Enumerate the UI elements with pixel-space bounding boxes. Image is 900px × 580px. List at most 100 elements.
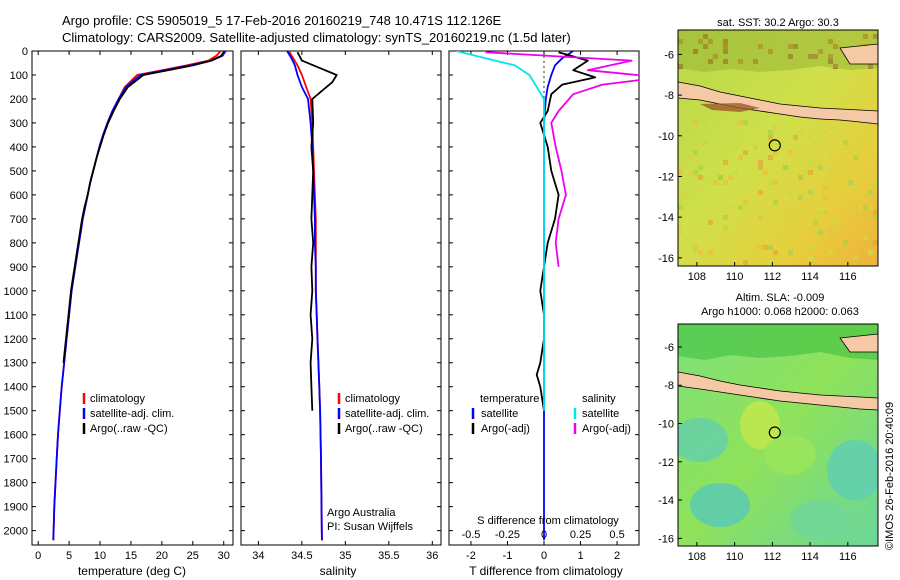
sst-cell (853, 255, 858, 260)
sst-cell (743, 260, 748, 265)
sst-cell (843, 240, 848, 245)
argo-float-marker (768, 139, 781, 152)
sst-cell (773, 180, 778, 185)
legend-argo-label: Argo(..raw -QC) (90, 423, 168, 435)
sst-cell (693, 250, 698, 255)
depth-tick-label: 1600 (4, 430, 28, 442)
depth-tick-label: 800 (10, 238, 28, 250)
sst-cell (873, 210, 878, 215)
sst-cell (818, 165, 823, 170)
sst-cell (858, 195, 863, 200)
sla-mid-patch (764, 435, 816, 475)
sst-cell (748, 130, 753, 135)
sst-cell (768, 260, 773, 265)
sst-cell (678, 165, 683, 170)
series-line-s-satellite (456, 51, 545, 411)
title-line-1: Argo profile: CS 5905019_5 17-Feb-2016 2… (62, 13, 502, 28)
sst-cell (768, 190, 773, 195)
sst-cell (758, 215, 763, 220)
x-tick-label: 36 (426, 550, 438, 562)
sst-cell (823, 195, 828, 200)
sst-cell (723, 215, 728, 220)
sst-cell (808, 135, 813, 140)
depth-tick-label: 300 (10, 118, 28, 130)
sst-cell (678, 190, 683, 195)
sst-cell (743, 200, 748, 205)
sst-cell (713, 180, 718, 185)
series-line-t-argo-adj- (535, 51, 597, 411)
sst-cell (693, 160, 698, 165)
sst-cell (763, 130, 768, 135)
sst-cell (708, 250, 713, 255)
x-tick-label: 35.5 (378, 550, 399, 562)
sst-cell (758, 245, 763, 250)
sst-cell (738, 155, 743, 160)
difference-x-axis: -2 -1 0 1 2 (466, 51, 620, 562)
legend-t-satellite-label: satellite (481, 408, 518, 420)
sst-cell (873, 180, 878, 185)
sla-high-patch (740, 401, 780, 449)
sst-cell (678, 225, 683, 230)
temperature-panel: 0100200300400500600700800900100011001200… (4, 46, 234, 578)
sst-cell (788, 210, 793, 215)
sst-cell (828, 170, 833, 175)
legend-s-argo-label: Argo(-adj) (582, 423, 631, 435)
x-tick-label: -1 (503, 550, 513, 562)
sst-map-axes: 108 110 112 114 116 -6 -8 -10 -12 -14 -16 (658, 49, 856, 283)
sst-cell (688, 255, 693, 260)
sla-map: Altim. SLA: -0.009 Argo h1000: 0.068 h20… (658, 292, 879, 563)
sst-cell (693, 245, 698, 250)
sst-cell (858, 135, 863, 140)
sst-cell (723, 135, 728, 140)
sst-map-frame (677, 29, 879, 267)
sst-cell (858, 205, 863, 210)
sst-cell (783, 165, 788, 170)
sst-cell (853, 185, 858, 190)
kalimantan-land (839, 43, 878, 65)
map-x-tick-label: 112 (764, 551, 782, 563)
depth-tick-label: 1200 (4, 334, 28, 346)
sst-cell (823, 130, 828, 135)
sst-cell (868, 205, 873, 210)
sst-cell (763, 170, 768, 175)
sst-cell (793, 135, 798, 140)
sst-cell (768, 245, 773, 250)
sst-cell (693, 125, 698, 130)
northern-sla-band (678, 324, 878, 360)
series-line-satellite-adj-clim- (286, 51, 323, 541)
salinity-series (286, 51, 338, 541)
legend-satellite-label: satellite-adj. clim. (90, 408, 174, 420)
sst-map-title: sat. SST: 30.2 Argo: 30.3 (717, 17, 839, 29)
s-tick-label: 0.5 (609, 529, 624, 541)
x-tick-label: 35 (339, 550, 351, 562)
salinity-x-label: salinity (320, 564, 357, 578)
salinity-axes-frame (240, 50, 442, 546)
sst-cell (708, 120, 713, 125)
sla-map-title: Altim. SLA: -0.009 (736, 292, 825, 304)
legend-temperature-heading: temperature (480, 393, 539, 405)
x-tick-label: -2 (466, 550, 476, 562)
sst-cell (863, 205, 868, 210)
sst-cell (773, 150, 778, 155)
depth-tick-label: 0 (22, 46, 28, 58)
x-tick-label: 34.5 (291, 550, 312, 562)
legend-climatology-label: climatology (90, 393, 146, 405)
x-tick-label: 25 (187, 550, 199, 562)
sst-cell (813, 140, 818, 145)
map-y-tick-label: -6 (664, 342, 674, 354)
sst-cell (773, 250, 778, 255)
sst-cell (698, 250, 703, 255)
sst-cell (698, 165, 703, 170)
sst-cell (823, 155, 828, 160)
salinity-legend: climatology satellite-adj. clim. Argo(..… (337, 393, 429, 435)
legend-satellite-label: satellite-adj. clim. (345, 408, 429, 420)
sst-cell (873, 215, 878, 220)
imos-credit: ©IMOS 26-Feb-2016 20:40:09 (884, 402, 896, 550)
salinity-panel: 34 34.5 35 35.5 36 climatology satellite-adj… (240, 50, 442, 578)
sst-cell (718, 175, 723, 180)
depth-tick-label: 400 (10, 142, 28, 154)
sst-cell (798, 175, 803, 180)
sst-cell (773, 200, 778, 205)
map-x-tick-label: 108 (688, 551, 706, 563)
